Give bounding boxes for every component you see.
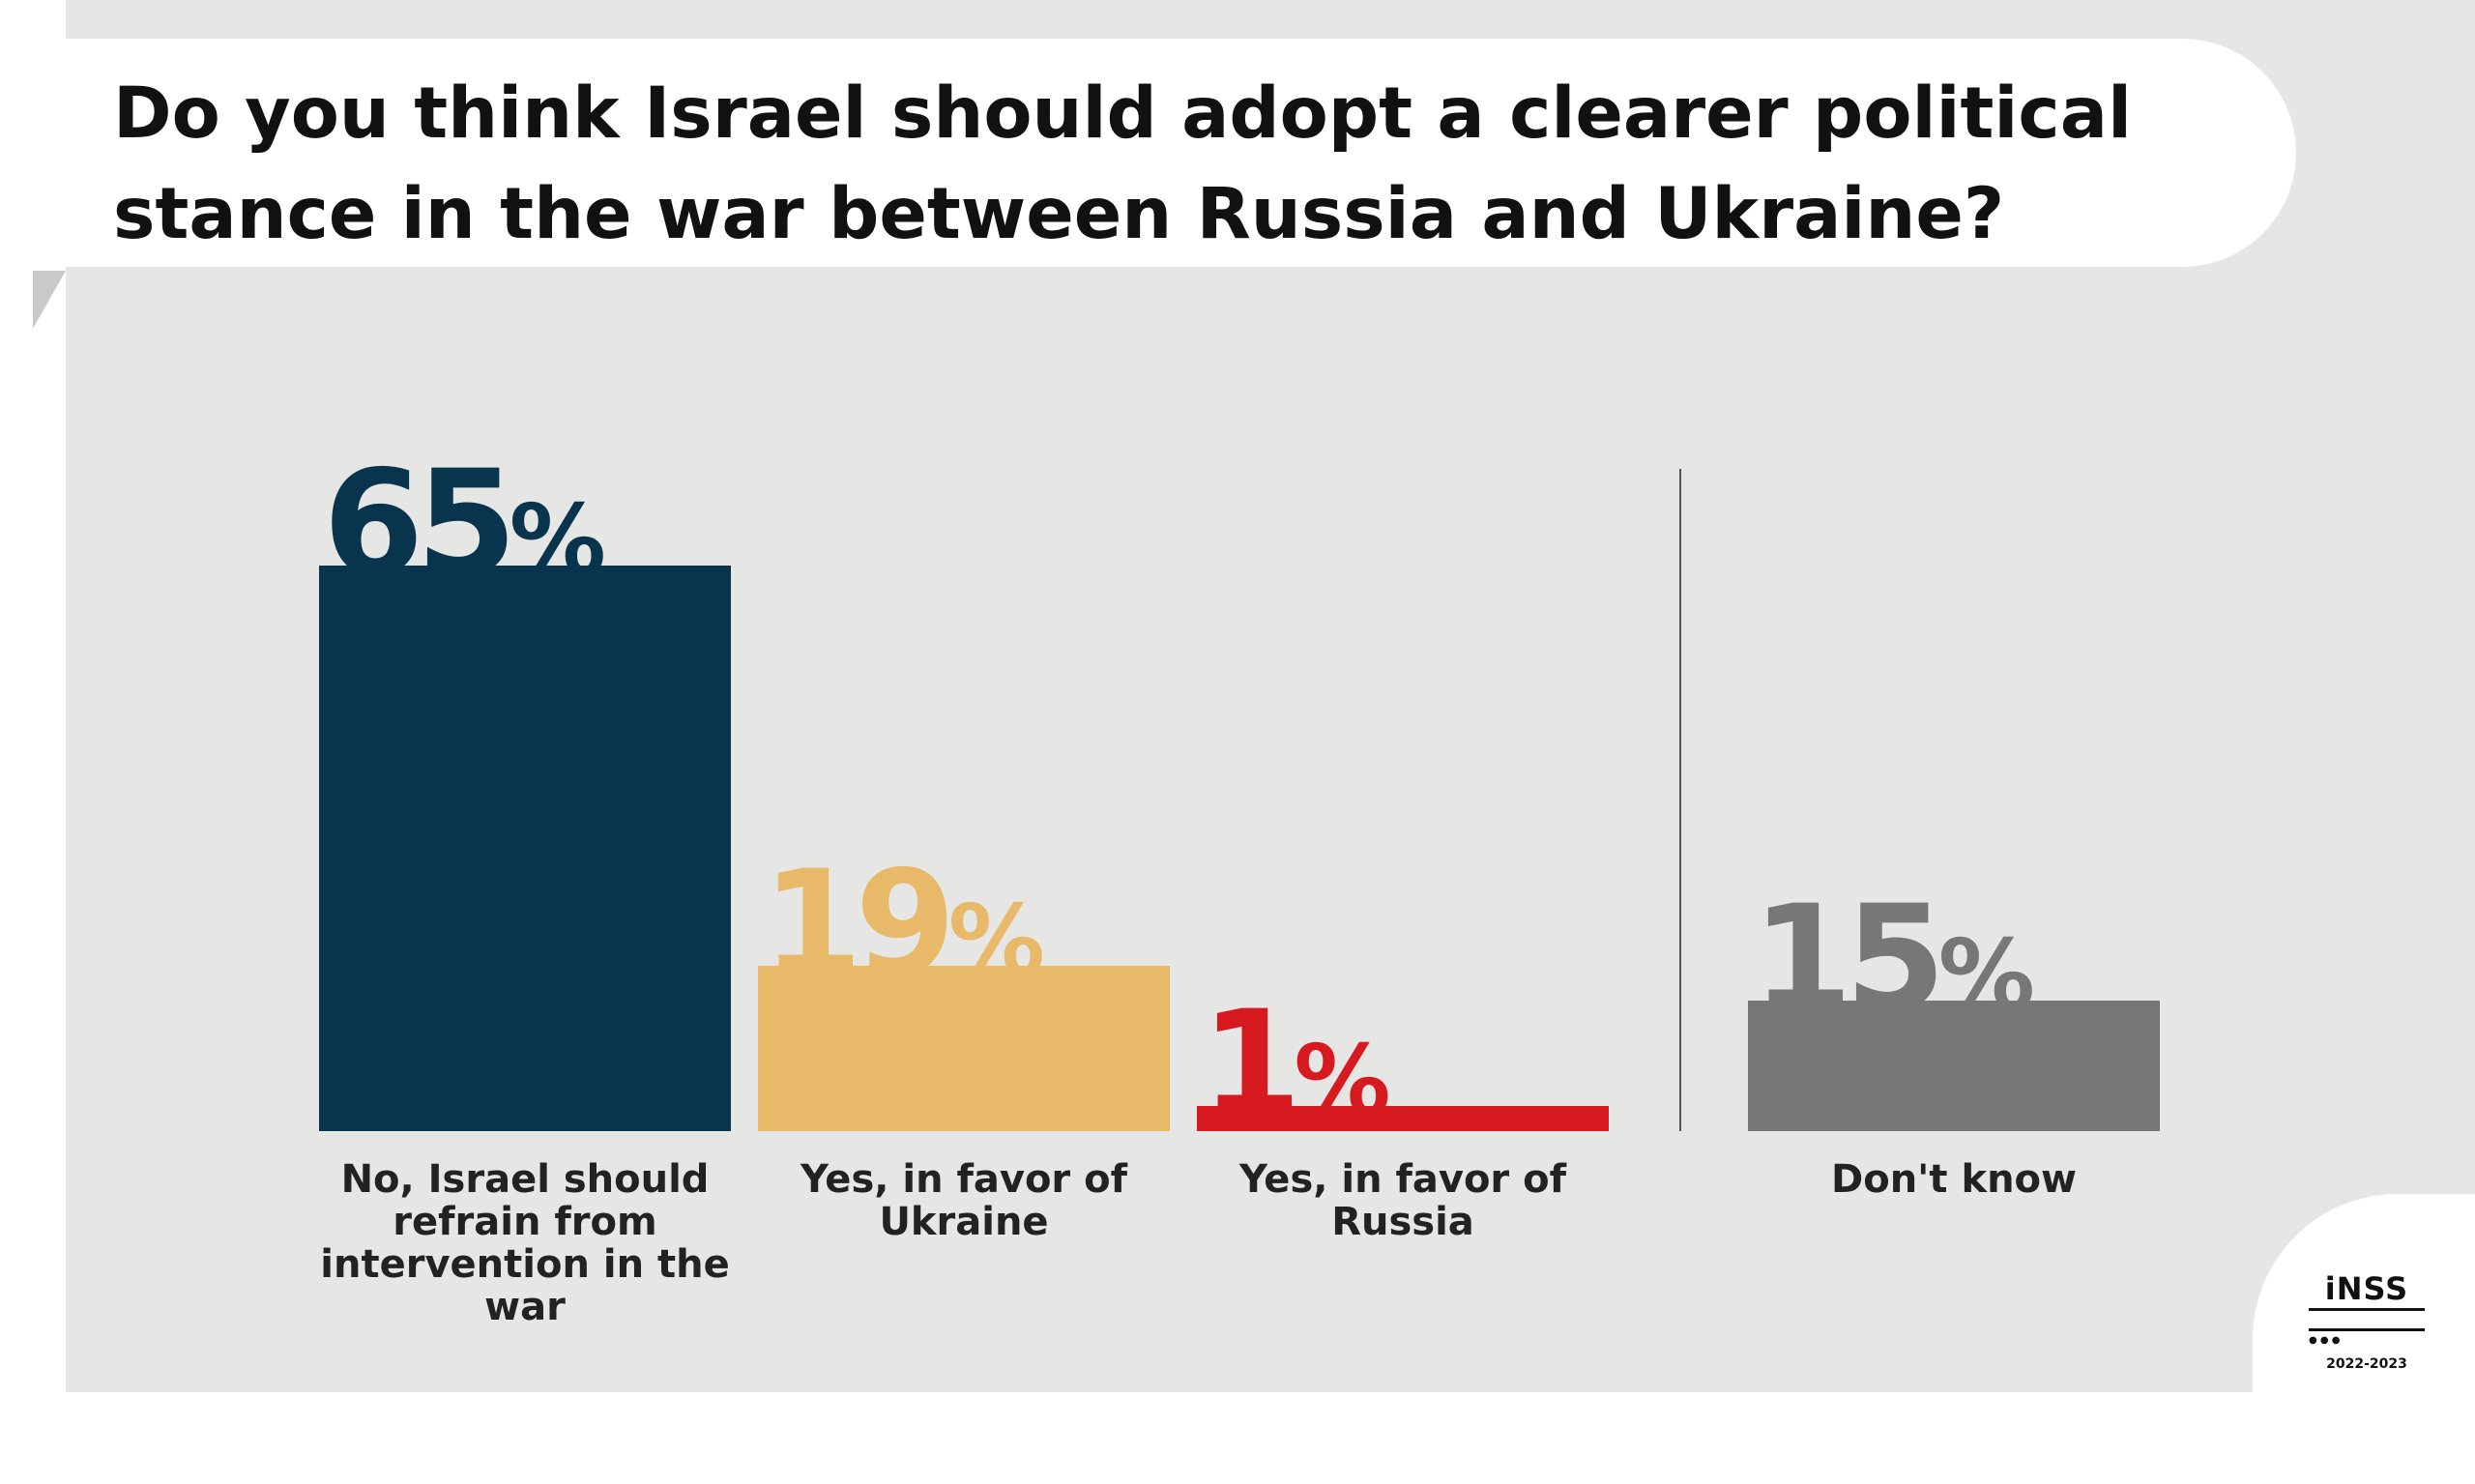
category-label-no: No, Israel should refrain from intervent… [320, 1157, 730, 1329]
category-label-russia: Yes, in favor of Russia [1239, 1157, 1566, 1244]
logo-wordmark: iNSS [2324, 1270, 2409, 1307]
page-title: Do you think Israel should adopt a clear… [113, 73, 2132, 255]
title-banner-tab [33, 271, 66, 329]
logo-dots-icon: ● ● ● [2309, 1335, 2341, 1346]
category-label-dont-know: Don't know [1831, 1157, 2077, 1202]
value-label-ukraine: 19% [762, 840, 1043, 1008]
logo-emblem [2309, 1308, 2425, 1331]
bar-no [319, 566, 731, 1131]
bar-dont-know [1748, 1001, 2160, 1131]
bar-chart: 65% 19% 1% 15% [319, 440, 2160, 1149]
bar-ukraine [758, 966, 1170, 1131]
inss-logo: iNSS ● ● ● 2022-2023 [2299, 1272, 2434, 1372]
value-label-russia: 1% [1201, 980, 1388, 1149]
title-banner [0, 39, 2296, 267]
bar-russia [1197, 1106, 1609, 1131]
logo-year: 2022-2023 [2326, 1356, 2407, 1372]
value-label-dont-know: 15% [1752, 875, 2033, 1043]
value-label-no: 65% [323, 440, 604, 608]
category-label-ukraine: Yes, in favor of Ukraine [801, 1157, 1127, 1244]
